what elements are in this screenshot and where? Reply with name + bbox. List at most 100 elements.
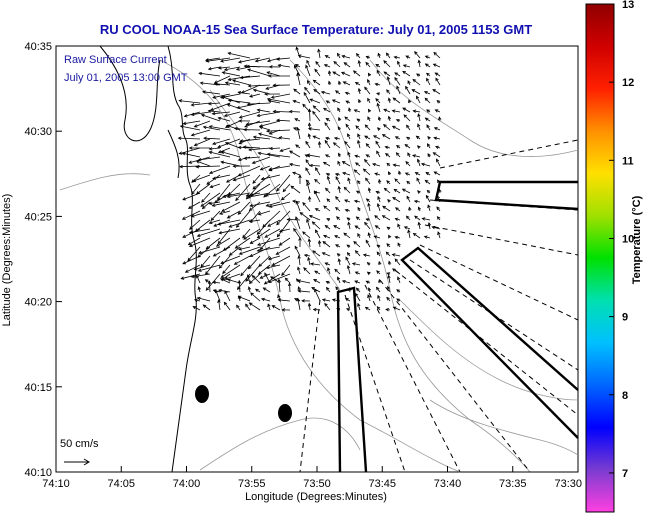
current-vector-head bbox=[325, 187, 329, 192]
current-vector-head bbox=[374, 215, 378, 219]
current-vector-head bbox=[187, 241, 192, 246]
current-vector bbox=[246, 192, 261, 197]
current-vector-head bbox=[218, 211, 223, 215]
current-vector bbox=[322, 252, 331, 257]
current-vector-head bbox=[222, 194, 227, 198]
current-vector-head bbox=[354, 81, 359, 86]
current-vector bbox=[229, 219, 251, 228]
current-vector bbox=[224, 290, 231, 302]
current-vector bbox=[182, 210, 201, 220]
current-vector-head bbox=[345, 123, 349, 128]
current-vector-head bbox=[414, 51, 418, 55]
current-vector bbox=[265, 192, 281, 196]
current-vector bbox=[313, 89, 321, 95]
current-vector bbox=[436, 159, 441, 167]
current-vector-head bbox=[248, 280, 253, 284]
current-vector bbox=[356, 53, 361, 59]
current-vector-head bbox=[257, 212, 262, 216]
current-vector bbox=[218, 147, 231, 153]
current-vector-head bbox=[265, 203, 270, 207]
current-vector-head bbox=[367, 116, 371, 121]
current-vector-head bbox=[182, 234, 186, 238]
current-vector-head bbox=[324, 139, 329, 144]
current-vector bbox=[418, 222, 421, 230]
current-vector-head bbox=[353, 241, 357, 245]
current-vector bbox=[194, 299, 201, 302]
current-vector-head bbox=[321, 298, 326, 302]
current-vector-head bbox=[223, 113, 228, 117]
current-vector-head bbox=[412, 232, 417, 237]
current-vector bbox=[321, 91, 331, 95]
current-vector-head bbox=[313, 279, 317, 283]
current-vector-head bbox=[355, 125, 360, 129]
current-vector bbox=[269, 147, 281, 149]
current-vector bbox=[424, 97, 431, 104]
current-vector-head bbox=[235, 197, 239, 202]
current-vector bbox=[293, 88, 301, 95]
current-vector-head bbox=[377, 116, 382, 121]
current-vector-head bbox=[336, 276, 341, 281]
current-vector bbox=[348, 222, 351, 230]
current-vector-head bbox=[365, 154, 370, 158]
current-vector-head bbox=[238, 115, 243, 119]
current-vector-head bbox=[373, 135, 377, 139]
current-vector-head bbox=[417, 59, 421, 64]
x-axis: 74:10 74:05 74:00 73:55 73:50 73:45 73:40 73:35… bbox=[42, 466, 582, 490]
current-vector-head bbox=[357, 87, 362, 92]
current-vector-head bbox=[326, 198, 331, 202]
current-vector-head bbox=[373, 235, 378, 239]
current-vector bbox=[238, 165, 261, 176]
current-vector bbox=[342, 280, 351, 284]
current-vector bbox=[386, 251, 391, 257]
current-vector bbox=[208, 110, 221, 113]
current-vector-head bbox=[346, 244, 351, 248]
current-vector bbox=[434, 171, 441, 176]
current-vector-head bbox=[208, 170, 213, 174]
current-vector bbox=[337, 277, 341, 284]
current-vector bbox=[353, 70, 361, 77]
current-vector-head bbox=[425, 171, 430, 176]
current-vector-head bbox=[217, 66, 222, 70]
y-tick-label: 40:20 bbox=[24, 297, 52, 309]
current-vector bbox=[425, 195, 431, 203]
current-vector bbox=[392, 97, 401, 104]
current-vector-head bbox=[256, 231, 261, 235]
current-vector bbox=[268, 255, 281, 260]
current-vector-head bbox=[242, 145, 247, 149]
current-vector bbox=[257, 228, 271, 238]
current-vector-head bbox=[328, 80, 332, 85]
colorbar-label: Temperature (°C) bbox=[631, 195, 643, 284]
current-vector bbox=[424, 236, 431, 239]
current-vector bbox=[247, 69, 271, 77]
current-vector-head bbox=[396, 289, 400, 293]
current-vector bbox=[203, 137, 221, 140]
current-vector bbox=[209, 281, 211, 293]
current-vector-head bbox=[388, 260, 392, 265]
current-vector bbox=[238, 91, 251, 95]
current-vector-head bbox=[295, 46, 299, 51]
current-vector-head bbox=[267, 256, 272, 261]
current-vector-head bbox=[224, 142, 229, 146]
current-vector-head bbox=[396, 298, 400, 302]
current-vector-head bbox=[326, 218, 331, 222]
current-vector-head bbox=[267, 99, 272, 103]
current-vector-head bbox=[406, 124, 410, 129]
current-vector bbox=[315, 61, 321, 68]
current-vector bbox=[402, 188, 411, 194]
current-vector-head bbox=[416, 95, 420, 100]
current-vector bbox=[228, 183, 241, 196]
current-vector-head bbox=[348, 287, 352, 292]
contour-line bbox=[429, 399, 579, 456]
current-vector-head bbox=[252, 180, 256, 184]
current-vector-head bbox=[344, 116, 348, 120]
current-vector-head bbox=[297, 289, 302, 293]
current-vector-head bbox=[385, 153, 389, 157]
current-vector-head bbox=[254, 58, 259, 63]
current-vector-head bbox=[278, 242, 283, 246]
current-vector-head bbox=[337, 52, 341, 57]
current-vector-head bbox=[277, 294, 281, 299]
current-vector-head bbox=[387, 115, 391, 120]
current-vector-head bbox=[385, 52, 390, 57]
current-vector bbox=[402, 70, 411, 77]
current-vector bbox=[416, 96, 421, 104]
